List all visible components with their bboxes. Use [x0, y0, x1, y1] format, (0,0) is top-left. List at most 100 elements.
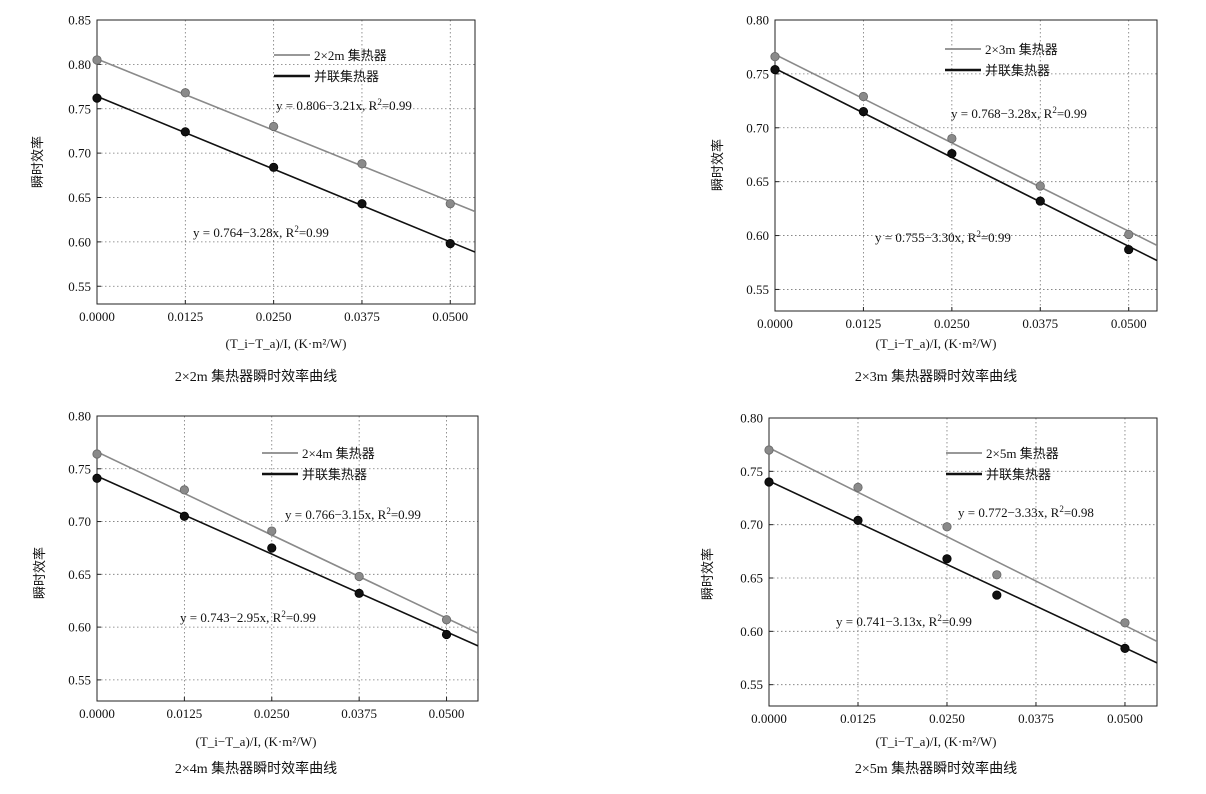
y-tick-label: 0.80	[740, 411, 763, 426]
chart-panel-1: 0.0000 0.0125 0.0250 0.0375 0.0500 0.55 0.60 0.…	[30, 13, 476, 385]
r-squared-value: =0.99	[942, 614, 972, 629]
y-tick-label: 0.70	[740, 517, 763, 532]
fit-equation-series-1: y = 0.806−3.21x, R2=0.99	[276, 97, 412, 113]
data-point-series-1	[992, 570, 1002, 580]
x-axis-label: (T_i−T_a)/I, (K·m²/W)	[876, 336, 997, 351]
r-squared-value: =0.99	[981, 230, 1011, 245]
chart-panel-4: 0.0000 0.0125 0.0250 0.0375 0.0500 0.55 0.60 0.…	[700, 411, 1158, 777]
data-point-series-1	[770, 52, 780, 62]
y-tick-label: 0.80	[68, 409, 91, 424]
fit-equation-series-1: y = 0.772−3.33x, R2=0.98	[958, 504, 1094, 520]
data-point-series-1	[942, 522, 952, 532]
chart-panel-2: 0.0000 0.0125 0.0250 0.0375 0.0500 0.55 0.60 0.…	[710, 13, 1158, 385]
legend-label-series-1: 2×2m 集热器	[314, 48, 387, 63]
legend-label-series-2: 并联集热器	[985, 63, 1050, 78]
data-point-series-1	[947, 133, 957, 144]
data-point-series-2	[180, 127, 190, 137]
data-point-series-1	[1035, 181, 1045, 191]
fit-line-series-1	[769, 447, 1157, 643]
legend-label-series-1: 2×5m 集热器	[986, 446, 1059, 461]
fit-equation-text: y = 0.766−3.15x, R	[285, 507, 387, 522]
y-tick-label: 0.70	[68, 146, 91, 161]
legend-label-series-2: 并联集热器	[302, 467, 367, 482]
r-squared-superscript: 2	[1052, 105, 1057, 115]
plot-frame	[774, 19, 1158, 312]
r-squared-value: =0.99	[382, 98, 412, 113]
y-tick-label: 0.75	[68, 101, 91, 116]
fit-line-series-2	[97, 475, 478, 647]
x-tick-label: 0.0000	[757, 316, 793, 331]
data-point-series-1	[445, 199, 455, 209]
data-point-series-2	[445, 239, 455, 249]
fit-equation-series-2: y = 0.741−3.13x, R2=0.99	[836, 613, 972, 629]
r-squared-superscript: 2	[1059, 504, 1064, 514]
data-point-series-1	[180, 88, 190, 98]
data-point-series-1	[1120, 618, 1130, 628]
y-tick-label: 0.70	[746, 120, 769, 135]
data-point-series-1	[269, 121, 279, 132]
r-squared-superscript: 2	[294, 224, 299, 234]
y-tick-label: 0.60	[740, 624, 763, 639]
fit-equation-series-2: y = 0.764−3.28x, R2=0.99	[193, 224, 329, 240]
data-point-series-1	[92, 55, 102, 65]
fit-equation-text: y = 0.743−2.95x, R	[180, 610, 282, 625]
fit-equation-series-1: y = 0.766−3.15x, R2=0.99	[285, 506, 421, 522]
r-squared-superscript: 2	[937, 613, 942, 623]
data-point-series-1	[357, 159, 367, 169]
r-squared-value: =0.99	[1057, 106, 1087, 121]
data-point-series-2	[267, 543, 277, 553]
data-point-series-2	[92, 93, 102, 103]
y-axis-label: 瞬时效率	[30, 136, 45, 188]
x-tick-label: 0.0500	[429, 706, 465, 721]
fit-equation-text: y = 0.764−3.28x, R	[193, 225, 295, 240]
x-tick-label: 0.0125	[840, 711, 876, 726]
y-tick-label: 0.60	[68, 620, 91, 635]
data-point-series-1	[858, 91, 869, 102]
data-point-series-2	[92, 473, 102, 483]
y-tick-label: 0.55	[740, 677, 763, 692]
x-tick-label: 0.0375	[1018, 711, 1054, 726]
data-point-series-1	[179, 485, 189, 495]
x-tick-label: 0.0250	[256, 309, 292, 324]
x-tick-label: 0.0000	[79, 706, 115, 721]
y-tick-label: 0.55	[68, 672, 91, 687]
r-squared-superscript: 2	[386, 506, 391, 516]
y-tick-label: 0.75	[68, 461, 91, 476]
x-tick-label: 0.0125	[167, 309, 203, 324]
chart-caption: 2×5m 集热器瞬时效率曲线	[855, 760, 1017, 777]
data-point-series-2	[1035, 196, 1045, 206]
x-tick-label: 0.0250	[254, 706, 290, 721]
x-tick-label: 0.0000	[751, 711, 787, 726]
r-squared-value: =0.99	[299, 225, 329, 240]
fit-line-series-1	[97, 58, 475, 213]
data-point-series-2	[1124, 244, 1134, 255]
x-tick-label: 0.0500	[1111, 316, 1147, 331]
r-squared-value: =0.99	[286, 610, 316, 625]
chart-panel-3: 0.0000 0.0125 0.0250 0.0375 0.0500 0.55 0.60 0.…	[32, 409, 479, 777]
data-point-series-1	[764, 445, 774, 455]
x-axis-label: (T_i−T_a)/I, (K·m²/W)	[226, 336, 347, 351]
y-tick-label: 0.55	[68, 279, 91, 294]
y-tick-label: 0.80	[746, 13, 769, 28]
chart-caption: 2×3m 集热器瞬时效率曲线	[855, 368, 1017, 385]
r-squared-superscript: 2	[377, 97, 382, 107]
fit-equation-series-1: y = 0.768−3.28x, R2=0.99	[951, 105, 1087, 121]
r-squared-value: =0.99	[391, 507, 421, 522]
x-tick-label: 0.0000	[79, 309, 115, 324]
y-tick-label: 0.65	[740, 571, 763, 586]
data-point-series-1	[441, 615, 452, 625]
legend-label-series-1: 2×4m 集热器	[302, 446, 375, 461]
y-tick-label: 0.75	[740, 464, 763, 479]
data-point-series-2	[441, 629, 452, 640]
fit-line-series-2	[769, 480, 1157, 664]
r-squared-superscript: 2	[976, 229, 981, 239]
x-tick-label: 0.0375	[341, 706, 377, 721]
data-point-series-2	[942, 554, 952, 564]
data-point-series-2	[354, 588, 364, 598]
y-tick-label: 0.65	[746, 174, 769, 189]
data-point-series-2	[1120, 643, 1130, 654]
legend-label-series-2: 并联集热器	[314, 69, 379, 84]
legend-label-series-2: 并联集热器	[986, 467, 1051, 482]
data-point-series-2	[770, 64, 780, 75]
